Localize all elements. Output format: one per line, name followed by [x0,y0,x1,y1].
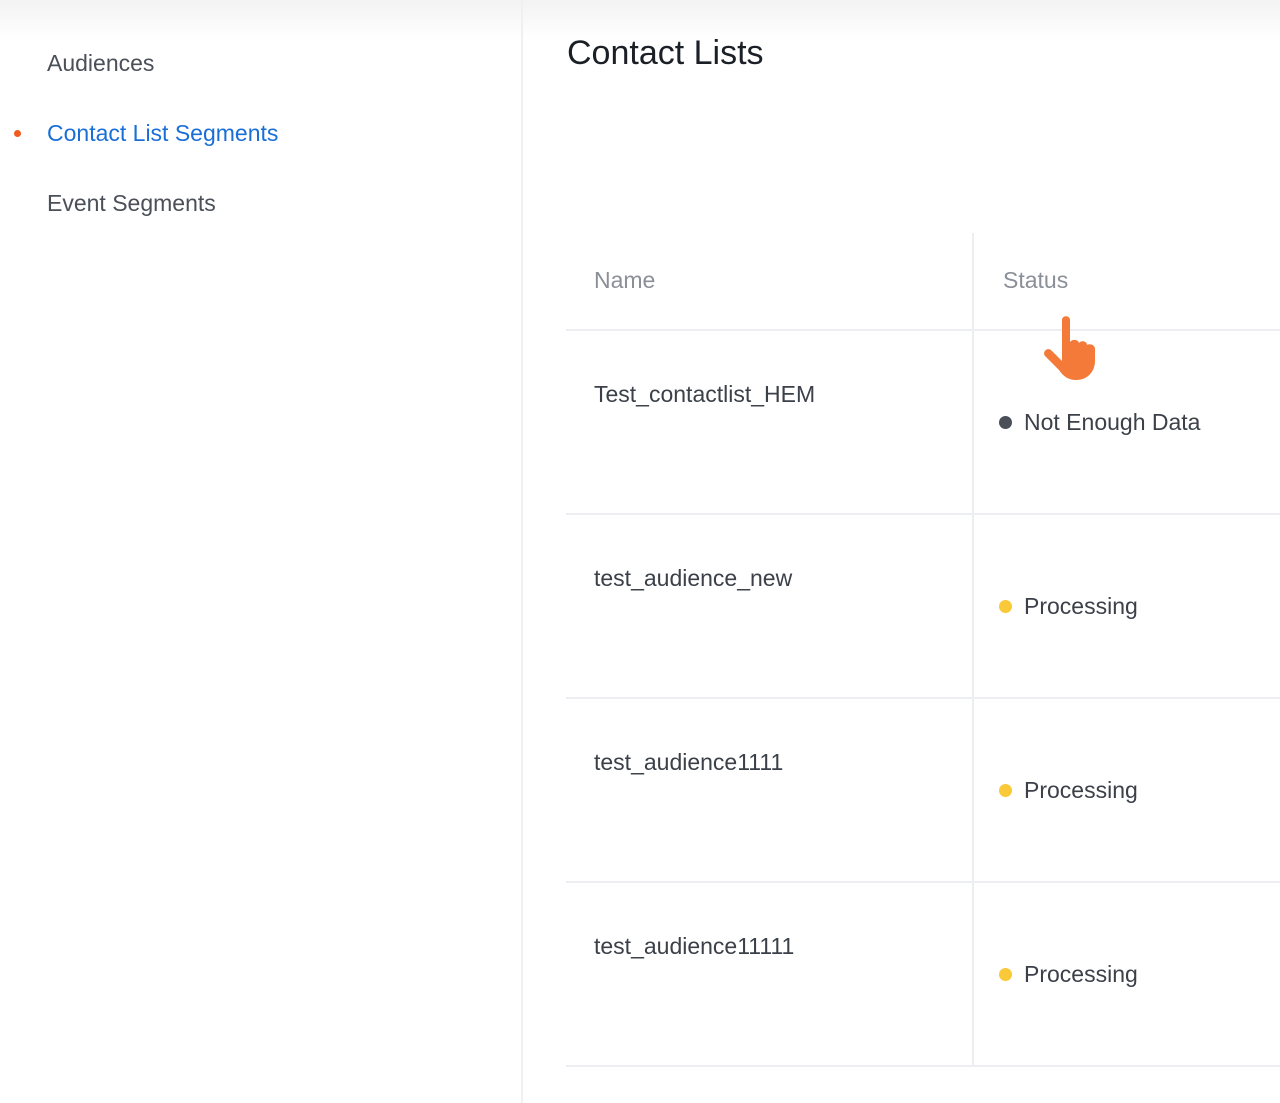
row-status: Not Enough Data [999,409,1200,436]
row-name[interactable]: test_audience_new [594,565,793,591]
status-label: Processing [1024,961,1138,987]
sidebar: Audiences Contact List Segments Event Se… [0,0,523,1103]
row-status: Processing [999,961,1138,988]
status-label: Not Enough Data [1024,409,1201,435]
row-status: Processing [999,777,1138,804]
table-row[interactable]: test_audience11111 Processing [566,883,1280,1067]
page-title: Contact Lists [567,34,764,72]
row-name[interactable]: test_audience1111 [594,749,784,775]
status-dot-icon [999,600,1012,613]
sidebar-item-audiences[interactable]: Audiences [47,50,155,76]
status-dot-icon [999,784,1012,797]
row-name[interactable]: test_audience11111 [594,933,795,959]
contact-lists-table: Name Status Test_contactlist_HEM Not Enou… [566,233,1280,1067]
table-row[interactable]: test_audience1111 Processing [566,699,1280,883]
top-shade [0,0,1280,40]
row-name[interactable]: Test_contactlist_HEM [594,381,816,407]
column-header-status[interactable]: Status [1003,267,1069,293]
row-status: Processing [999,593,1138,620]
status-dot-icon [999,416,1012,429]
column-header-name[interactable]: Name [594,267,656,293]
hand-pointer-icon [1044,316,1095,380]
active-indicator-icon [14,130,21,137]
table-header: Name Status [566,233,1280,331]
status-dot-icon [999,968,1012,981]
table-row[interactable]: test_audience_new Processing [566,515,1280,699]
sidebar-item-event-segments[interactable]: Event Segments [47,190,216,216]
status-label: Processing [1024,777,1138,803]
sidebar-item-contact-list-segments[interactable]: Contact List Segments [47,120,279,146]
status-label: Processing [1024,593,1138,619]
table-row[interactable]: Test_contactlist_HEM Not Enough Data [566,331,1280,515]
